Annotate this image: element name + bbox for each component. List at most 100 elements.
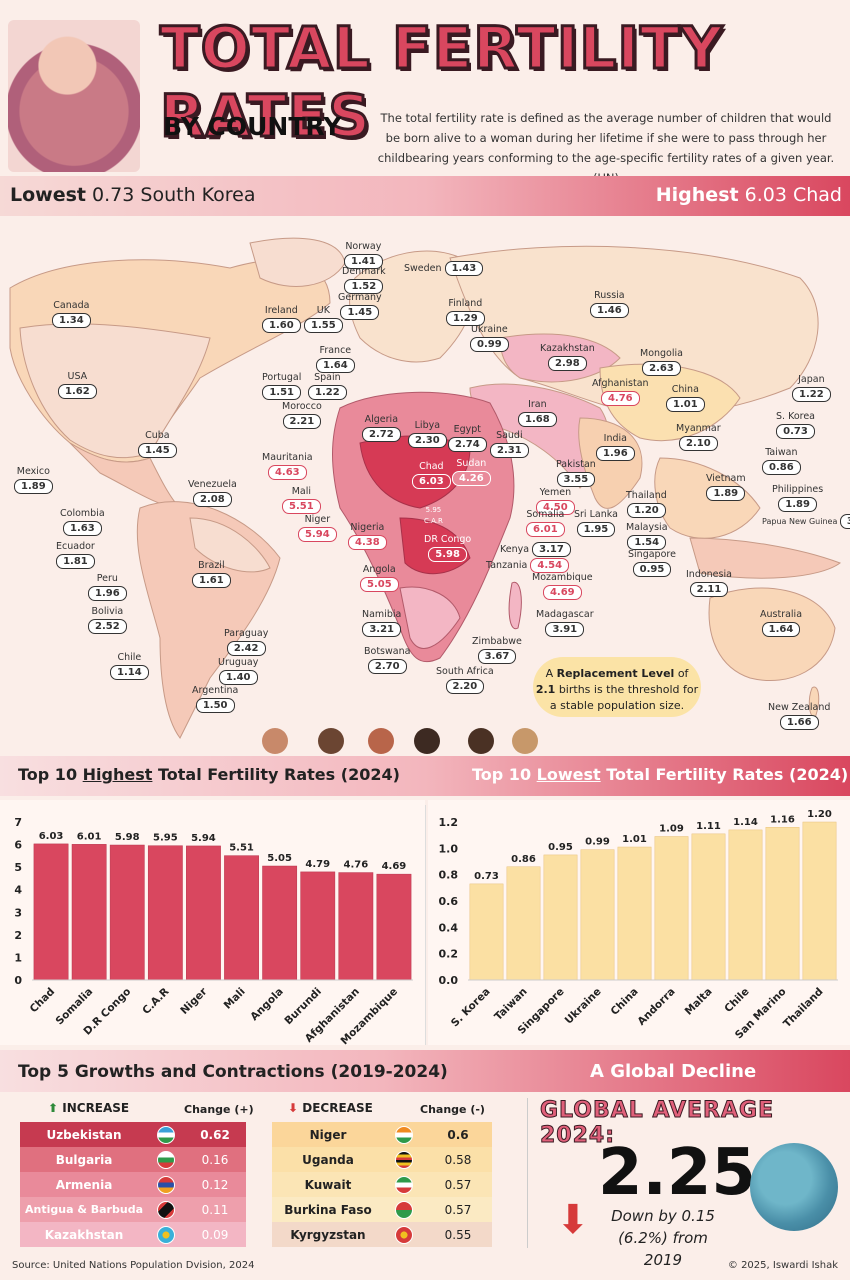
- map-label-australia: Australia 1.64: [760, 609, 803, 637]
- map-label-ukraine: Ukraine 0.99: [470, 324, 509, 352]
- map-label-south-africa: South Africa 2.20: [436, 666, 494, 694]
- decrease-change-header: Change (-): [420, 1103, 485, 1116]
- global-decline-text: Down by 0.15 (6.2%) from 2019: [611, 1207, 715, 1269]
- bar: [654, 836, 689, 981]
- y-tick-label: 2: [14, 929, 22, 942]
- bar: [802, 821, 837, 981]
- bar-value-label: 0.73: [474, 871, 499, 882]
- bar-value-label: 5.94: [191, 833, 216, 844]
- map-label-libya: Libya 2.30: [408, 420, 447, 448]
- bar-value-label: 1.01: [622, 834, 647, 845]
- map-label-spain: Spain 1.22: [308, 372, 347, 400]
- bar: [338, 872, 374, 981]
- bar-value-label: 1.11: [696, 821, 721, 832]
- bar: [728, 829, 763, 981]
- bar-value-label: 5.05: [267, 853, 292, 864]
- lowest-value: 0.73 South Korea: [92, 184, 256, 206]
- table-row: Burkina Faso 0.57: [272, 1197, 492, 1222]
- bar-value-label: 5.95: [153, 833, 178, 844]
- map-label-sri-lanka: Sri Lanka 1.95: [574, 509, 618, 537]
- highest-value: 6.03 Chad: [744, 184, 842, 206]
- table-row: Armenia 0.12: [20, 1172, 246, 1197]
- bar-value-label: 1.09: [659, 823, 684, 834]
- map-label-brazil: Brazil 1.61: [192, 560, 231, 588]
- map-label-singapore: Singapore 0.95: [628, 549, 676, 577]
- lowest-label: Lowest: [10, 184, 86, 206]
- map-label-nigeria: Nigeria 4.38: [348, 522, 387, 550]
- source-note: Source: United Nations Population Dvisio…: [12, 1260, 255, 1271]
- uzbekistan-flag-icon: [157, 1125, 175, 1144]
- child-face: [262, 728, 288, 754]
- child-face: [468, 728, 494, 754]
- map-label-algeria: Algeria 2.72: [362, 414, 401, 442]
- map-label-somalia: Somalia 6.01: [526, 509, 565, 537]
- y-tick-label: 6: [14, 839, 22, 852]
- map-label-myanmar: Myanmar 2.10: [676, 423, 721, 451]
- map-label-tanzania: Tanzania 4.54: [486, 556, 570, 573]
- child-face: [414, 728, 440, 754]
- uganda-flag-icon: [395, 1150, 413, 1169]
- globe-icon: [750, 1143, 838, 1231]
- table-row: Uganda 0.58: [272, 1147, 492, 1172]
- map-label-thailand: Thailand 1.20: [626, 490, 667, 518]
- bar: [543, 854, 578, 981]
- global-average-label: GLOBAL AVERAGE 2024:: [540, 1098, 775, 1149]
- table-row: Kazakhstan 0.09: [20, 1222, 246, 1247]
- chart-divider: [425, 805, 426, 1045]
- world-map-shapes: [9, 237, 842, 739]
- map-label-paraguay: Paraguay 2.42: [224, 628, 269, 656]
- bar: [147, 845, 183, 981]
- map-label-pakistan: Pakistan 3.55: [556, 459, 596, 487]
- up-arrow-icon: ⬆: [48, 1101, 59, 1115]
- child-face: [318, 728, 344, 754]
- map-label-s-korea: S. Korea 0.73: [776, 411, 816, 439]
- lowest-chart-heading: Top 10 Lowest Total Fertility Rates (202…: [472, 765, 849, 784]
- map-label-uruguay: Uruguay 1.40: [218, 657, 259, 685]
- map-label-car: 5.95 C.A.R: [424, 506, 443, 525]
- child-face: [368, 728, 394, 754]
- burkina-faso-flag-icon: [395, 1200, 413, 1219]
- charts-heading-band: [0, 756, 850, 796]
- bar: [506, 866, 541, 981]
- children-illustration: [262, 728, 552, 754]
- summary-band: [0, 176, 850, 216]
- map-label-peru: Peru 1.96: [88, 573, 127, 601]
- page-title: TOTAL FERTILITY RATES: [159, 13, 725, 152]
- bar: [300, 871, 336, 981]
- bar: [186, 845, 221, 981]
- y-tick-label: 0.0: [439, 974, 459, 987]
- growth-heading: Top 5 Growths and Contractions (2019-202…: [18, 1062, 448, 1082]
- map-label-morocco: Morocco 2.21: [282, 401, 322, 429]
- antigua-flag-icon: [157, 1200, 175, 1219]
- map-label-bolivia: Bolivia 2.52: [88, 606, 127, 634]
- map-label-yemen: Yemen 4.50: [536, 487, 575, 515]
- map-label-iran: Iran 1.68: [518, 399, 557, 427]
- lowest-fertility-chart: 0.00.20.40.60.81.01.20.73S. Korea0.86Tai…: [428, 800, 850, 1045]
- map-label-vietnam: Vietnam 1.89: [706, 473, 746, 501]
- table-row: Kuwait 0.57: [272, 1172, 492, 1197]
- map-label-indonesia: Indonesia 2.11: [686, 569, 732, 597]
- table-row: Uzbekistan 0.62: [20, 1122, 246, 1147]
- kyrgyzstan-flag-icon: [395, 1225, 413, 1244]
- map-label-philippines: Philippines 1.89: [772, 484, 824, 512]
- bar-value-label: 0.99: [585, 837, 610, 848]
- page-subtitle: BY COUNTRY: [163, 112, 342, 141]
- map-label-madagascar: Madagascar 3.91: [536, 609, 594, 637]
- map-label-chile: Chile 1.14: [110, 652, 149, 680]
- y-tick-label: 1.0: [439, 842, 459, 855]
- decline-arrow-icon: ⬇: [556, 1197, 590, 1243]
- bar-value-label: 0.95: [548, 842, 573, 853]
- map-label-norway: Norway 1.41: [344, 241, 383, 269]
- map-label-france: France 1.64: [316, 345, 355, 373]
- world-map: [0, 218, 850, 750]
- bar-value-label: 1.16: [770, 814, 795, 825]
- map-label-colombia: Colombia 1.63: [60, 508, 105, 536]
- y-tick-label: 4: [14, 884, 22, 897]
- table-row: Bulgaria 0.16: [20, 1147, 246, 1172]
- map-label-png: Papua New Guinea 3.07: [762, 512, 850, 529]
- map-label-namibia: Namibia 3.21: [362, 609, 402, 637]
- map-label-japan: Japan 1.22: [792, 374, 831, 402]
- map-label-malaysia: Malaysia 1.54: [626, 522, 668, 550]
- highest-chart-heading: Top 10 Highest Total Fertility Rates (20…: [18, 765, 400, 784]
